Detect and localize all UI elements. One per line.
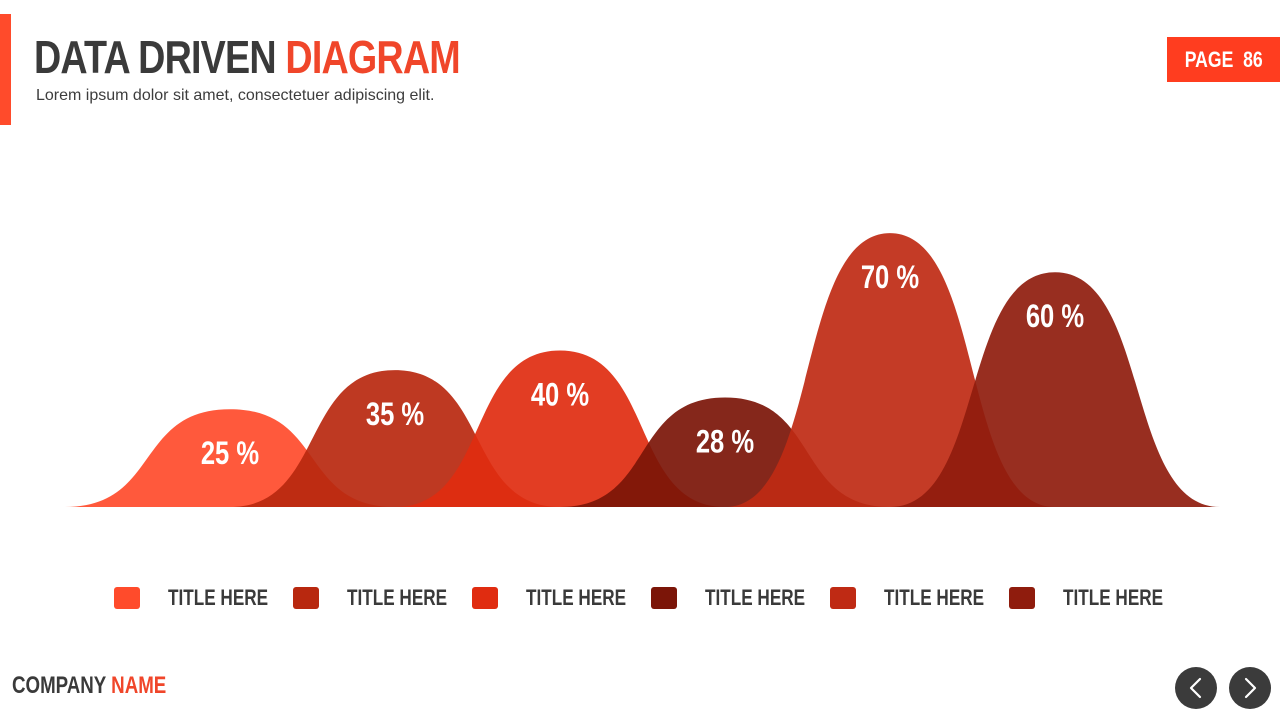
legend-label: TITLE HERE xyxy=(168,585,269,610)
data-label-4: 28 % xyxy=(696,425,754,460)
data-label-2: 35 % xyxy=(366,397,424,432)
page-badge-text: PAGE 86 xyxy=(1185,47,1263,73)
next-slide-button[interactable] xyxy=(1229,667,1271,709)
title-part-2: DIAGRAM xyxy=(285,31,460,83)
data-label-6: 60 % xyxy=(1026,300,1084,335)
accent-bar xyxy=(0,14,11,125)
legend-item-6: TITLE HERE xyxy=(1009,583,1191,613)
page-label: PAGE xyxy=(1184,46,1234,72)
legend-swatch xyxy=(472,587,498,609)
title-part-1: DATA DRIVEN xyxy=(34,31,277,83)
legend-swatch xyxy=(293,587,319,609)
legend-swatch xyxy=(1009,587,1035,609)
curve-6 xyxy=(890,272,1220,507)
chart-legend: TITLE HERE TITLE HERE TITLE HERE TITLE HERE… xyxy=(100,583,1180,613)
legend-label: TITLE HERE xyxy=(1063,585,1164,610)
page-badge: PAGE 86 xyxy=(1167,37,1280,82)
company-part-2: NAME xyxy=(111,672,167,699)
legend-label: TITLE HERE xyxy=(705,585,806,610)
page-title: DATA DRIVEN DIAGRAM xyxy=(34,28,461,86)
data-label-3: 40 % xyxy=(531,378,589,413)
data-label-5: 70 % xyxy=(861,261,919,296)
legend-label: TITLE HERE xyxy=(347,585,448,610)
legend-item-5: TITLE HERE xyxy=(830,583,1012,613)
legend-label: TITLE HERE xyxy=(884,585,985,610)
legend-swatch xyxy=(830,587,856,609)
company-part-1: COMPANY xyxy=(12,672,106,699)
legend-item-2: TITLE HERE xyxy=(293,583,475,613)
legend-swatch xyxy=(114,587,140,609)
chevron-left-icon xyxy=(1189,677,1202,699)
page-subtitle: Lorem ipsum dolor sit amet, consectetuer… xyxy=(36,87,435,104)
previous-slide-button[interactable] xyxy=(1175,667,1217,709)
legend-item-3: TITLE HERE xyxy=(472,583,654,613)
chevron-right-icon xyxy=(1244,677,1257,699)
page-number: 86 xyxy=(1242,46,1263,72)
legend-swatch xyxy=(651,587,677,609)
legend-item-4: TITLE HERE xyxy=(651,583,833,613)
legend-label: TITLE HERE xyxy=(526,585,627,610)
legend-item-1: TITLE HERE xyxy=(114,583,296,613)
data-label-1: 25 % xyxy=(201,437,259,472)
company-name: COMPANY NAME xyxy=(12,672,166,700)
